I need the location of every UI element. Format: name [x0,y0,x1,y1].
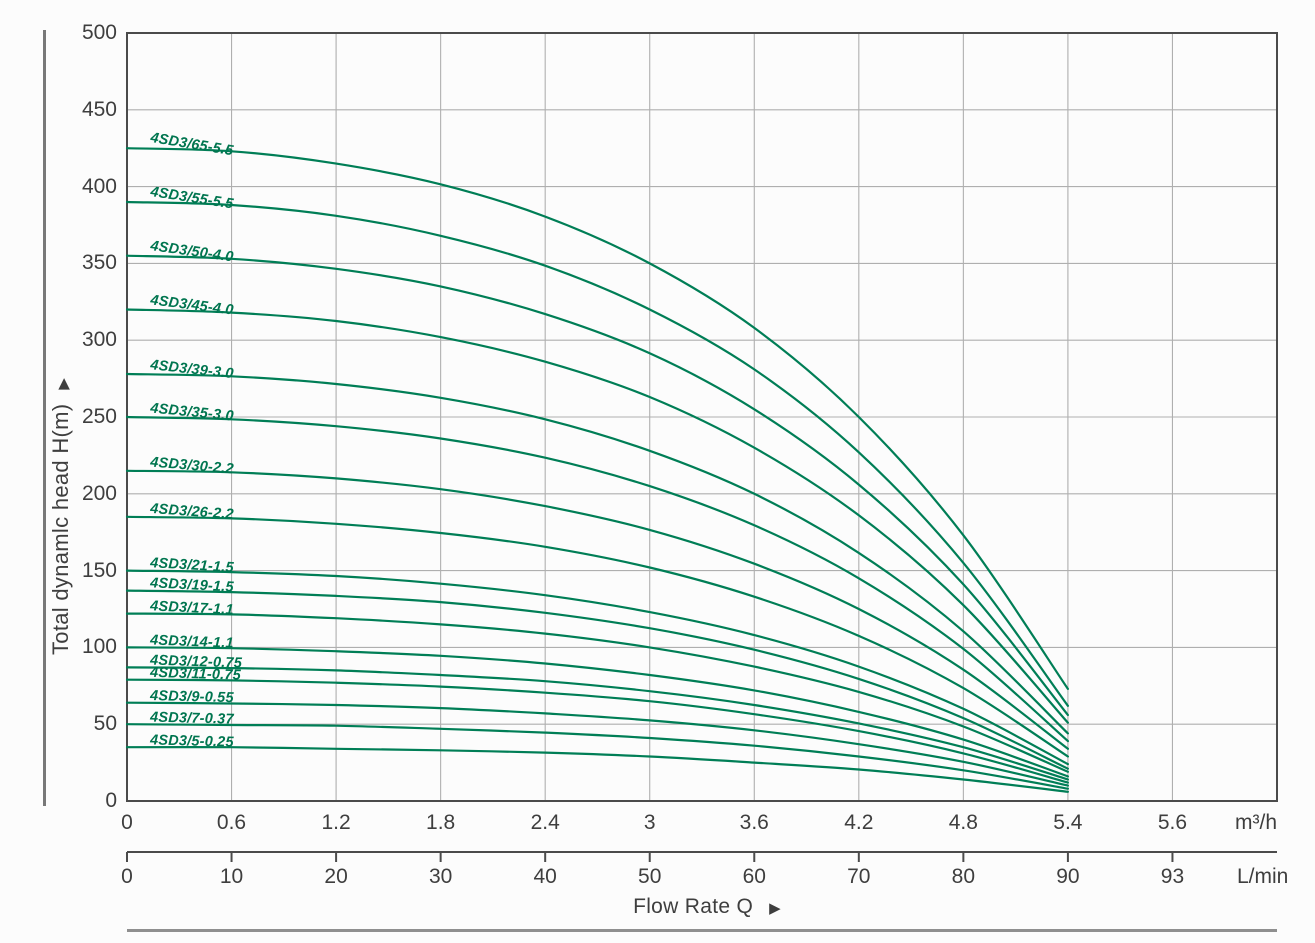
x-tick-label-lmin: 20 [324,865,348,888]
curve-label-4SD3-65-5.5: 4SD3/65-5.5 [148,130,235,160]
x-tick-label-lmin: 50 [638,865,662,888]
x-tick-label-m3h: 3 [643,811,656,834]
left-border-rule [43,30,46,806]
curve-4SD3-55-5.5 [125,200,1069,707]
curve-4SD3-11-0.75 [125,678,1069,784]
curve-4SD3-50-4.0 [125,254,1069,717]
x-tick-label-lmin: 60 [742,865,766,888]
x-tick-label-lmin: 0 [121,865,133,888]
pump-curves [125,147,1069,793]
curve-label-4SD3-7-0.37: 4SD3/7-0.37 [149,709,235,727]
m3h-unit-label: m³/h [1235,811,1277,834]
x-tick-label-lmin: 90 [1056,865,1080,888]
curve-4SD3-5-0.25 [125,746,1069,793]
x-tick-label-lmin: 93 [1160,865,1185,888]
y-tick-label: 150 [81,558,117,582]
x-tick-label-m3h: 4.8 [948,811,978,834]
curve-label-4SD3-26-2.2: 4SD3/26-2.2 [149,501,235,523]
x-tick-label-m3h: 0 [121,811,133,834]
x-tick-label-lmin: 10 [219,865,244,888]
curve-label-4SD3-5-0.25: 4SD3/5-0.25 [149,732,235,750]
y-tick-label: 350 [81,251,117,275]
x-tick-label-m3h: 5.6 [1157,811,1188,834]
curve-label-4SD3-45-4.0: 4SD3/45-4.0 [149,292,235,318]
curve-4SD3-21-1.5 [125,569,1069,766]
gridlines [127,33,1277,801]
y-tick-label: 200 [81,481,117,505]
curve-label-4SD3-30-2.2: 4SD3/30-2.2 [149,454,235,477]
x-tick-label-m3h: 4.2 [844,811,874,834]
y-tick-label: 400 [81,174,117,198]
curve-4SD3-35-3.0 [125,415,1069,743]
x-tick-label-m3h: 5.4 [1053,811,1083,834]
curve-4SD3-65-5.5 [125,147,1069,690]
curve-4SD3-12-0.75 [125,666,1069,781]
x-tick-label-m3h: 3.6 [739,811,769,834]
curve-label-4SD3-55-5.5: 4SD3/55-5.5 [148,184,235,213]
curve-label-4SD3-17-1.1: 4SD3/17-1.1 [149,598,234,618]
curve-label-4SD3-11-0.75: 4SD3/11-0.75 [149,665,242,684]
y-tick-label: 50 [93,712,117,736]
pump-curve-labels: 4SD3/65-5.5 4SD3/55-5.5 4SD3/50-4.0 4SD3/45… [148,130,243,751]
x-tick-label-m3h: 2.4 [530,811,560,834]
curve-4SD3-14-1.1 [125,646,1069,778]
y-tick-label: 300 [81,328,117,352]
curve-4SD3-26-2.2 [125,515,1069,758]
curve-label-4SD3-19-1.5: 4SD3/19-1.5 [149,575,235,595]
curve-label-4SD3-9-0.55: 4SD3/9-0.55 [149,688,235,706]
curve-label-4SD3-12-0.75: 4SD3/12-0.75 [149,652,243,671]
x-tick-label-m3h: 1.2 [321,811,351,834]
curve-label-4SD3-35-3.0: 4SD3/35-3.0 [149,400,235,424]
curve-label-4SD3-39-3.0: 4SD3/39-3.0 [149,357,235,382]
bottom-border-rule [127,929,1277,932]
y-tick-label: 100 [81,635,117,659]
curve-4SD3-30-2.2 [125,469,1069,750]
x-tick-label-m3h: 0.6 [216,811,247,834]
y-tick-label: 0 [105,789,117,812]
curve-4SD3-45-4.0 [125,308,1069,724]
curve-4SD3-19-1.5 [125,589,1069,770]
y-tick-label: 250 [81,405,117,428]
curve-4SD3-9-0.55 [125,701,1069,787]
x-tick-label-lmin: 30 [428,865,453,888]
y-tick-label: 500 [81,21,117,44]
x-axis-arrow-icon: ▶ [769,900,781,917]
x-axis-title-text: Flow Rate Q [633,895,754,918]
curve-label-4SD3-14-1.1: 4SD3/14-1.1 [149,632,234,651]
curve-4SD3-7-0.37 [125,723,1069,790]
x-tick-label-lmin: 80 [951,865,976,888]
curve-label-4SD3-21-1.5: 4SD3/21-1.5 [149,555,235,576]
lmin-axis [126,851,1277,862]
x-axis-title: Flow Rate Q ▶ [562,895,852,919]
curve-label-4SD3-50-4.0: 4SD3/50-4.0 [148,238,234,265]
y-tick-label: 450 [81,97,117,121]
x-tick-label-m3h: 1.8 [426,811,456,834]
curve-4SD3-39-3.0 [125,372,1069,735]
curve-4SD3-17-1.1 [125,612,1069,773]
lmin-unit-label: L/min [1237,865,1289,888]
x-tick-label-lmin: 40 [533,865,557,888]
x-tick-label-lmin: 70 [847,865,871,888]
